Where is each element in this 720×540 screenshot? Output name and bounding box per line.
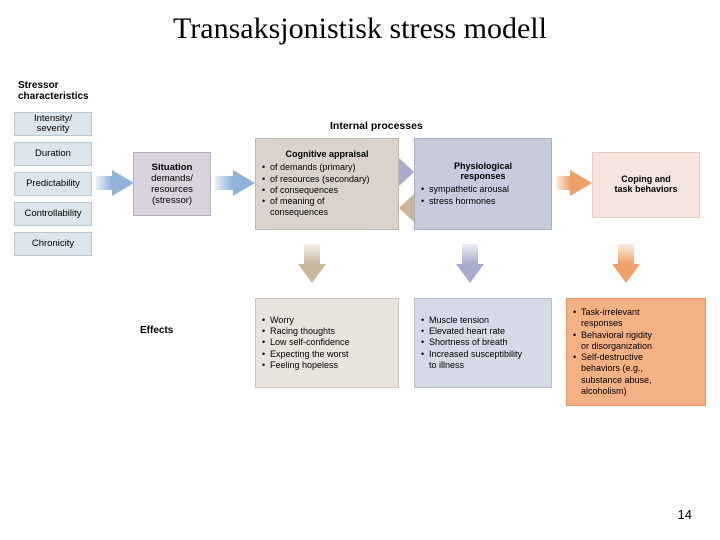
effects-physiological-items: Muscle tensionElevated heart rateShortne… bbox=[421, 315, 545, 371]
stressor-characteristic-item: Controllability bbox=[14, 202, 92, 226]
page-title: Transaksjonistisk stress modell bbox=[0, 12, 720, 46]
effects-cognitive-items: WorryRacing thoughtsLow self-confidenceE… bbox=[262, 315, 392, 371]
effects-coping-items: Task-irrelevant responsesBehavioral rigi… bbox=[573, 307, 699, 397]
cognitive-appraisal-items: of demands (primary)of resources (second… bbox=[262, 162, 392, 218]
physiological-responses-items: sympathetic arousalstress hormones bbox=[421, 184, 545, 207]
stressor-characteristic-item: Chronicity bbox=[14, 232, 92, 256]
physiological-responses-title: Physiological responses bbox=[421, 161, 545, 181]
coping-behaviors-box: Coping and task behaviors bbox=[592, 152, 700, 218]
label-stressor-characteristics: Stressor characteristics bbox=[18, 80, 89, 102]
label-effects: Effects bbox=[140, 325, 173, 336]
coping-behaviors-title: Coping and task behaviors bbox=[614, 174, 677, 194]
stressor-characteristic-item: Intensity/ severity bbox=[14, 112, 92, 136]
stressor-characteristic-item: Predictability bbox=[14, 172, 92, 196]
cognitive-appraisal-title: Cognitive appraisal bbox=[262, 149, 392, 159]
effects-cognitive-box: WorryRacing thoughtsLow self-confidenceE… bbox=[255, 298, 399, 388]
situation-stressor-box: Situationdemands/resources(stressor) bbox=[133, 152, 211, 216]
effects-coping-box: Task-irrelevant responsesBehavioral rigi… bbox=[566, 298, 706, 406]
cognitive-appraisal-box: Cognitive appraisal of demands (primary)… bbox=[255, 138, 399, 230]
effects-physiological-box: Muscle tensionElevated heart rateShortne… bbox=[414, 298, 552, 388]
physiological-responses-box: Physiological responses sympathetic arou… bbox=[414, 138, 552, 230]
label-internal-processes: Internal processes bbox=[330, 120, 423, 132]
stressor-characteristic-item: Duration bbox=[14, 142, 92, 166]
page-number: 14 bbox=[678, 507, 692, 522]
